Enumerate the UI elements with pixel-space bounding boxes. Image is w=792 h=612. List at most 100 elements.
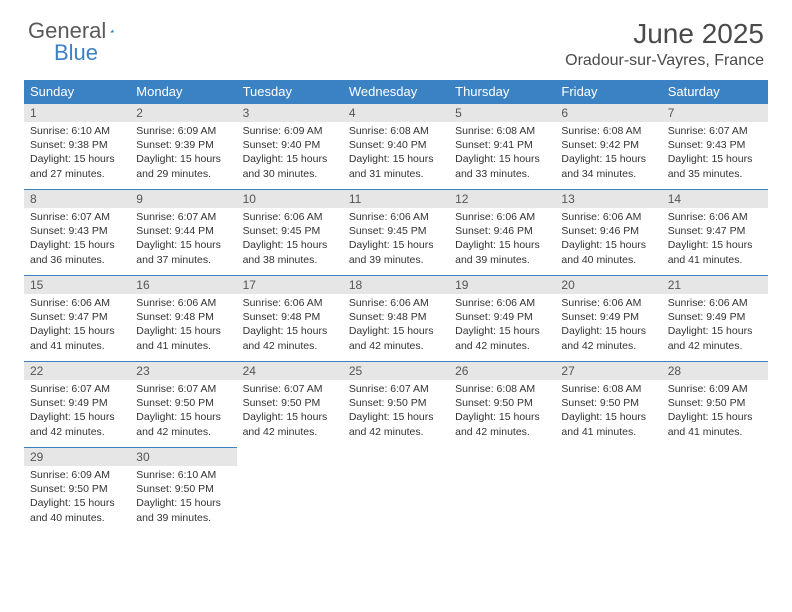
weekday-header: Friday	[555, 80, 661, 104]
daylight-line: Daylight: 15 hours and 42 minutes.	[243, 324, 337, 352]
day-number: 1	[24, 104, 130, 122]
day-body: Sunrise: 6:10 AMSunset: 9:38 PMDaylight:…	[24, 122, 130, 185]
day-body: Sunrise: 6:06 AMSunset: 9:46 PMDaylight:…	[555, 208, 661, 271]
daylight-line: Daylight: 15 hours and 40 minutes.	[30, 496, 124, 524]
calendar-day-cell: 16Sunrise: 6:06 AMSunset: 9:48 PMDayligh…	[130, 276, 236, 362]
day-body: Sunrise: 6:06 AMSunset: 9:45 PMDaylight:…	[343, 208, 449, 271]
day-number: 3	[237, 104, 343, 122]
sunrise-line: Sunrise: 6:06 AM	[455, 296, 549, 310]
sunset-line: Sunset: 9:39 PM	[136, 138, 230, 152]
sunrise-line: Sunrise: 6:10 AM	[136, 468, 230, 482]
calendar-day-cell: 5Sunrise: 6:08 AMSunset: 9:41 PMDaylight…	[449, 104, 555, 190]
day-body: Sunrise: 6:06 AMSunset: 9:47 PMDaylight:…	[24, 294, 130, 357]
calendar-day-cell: 8Sunrise: 6:07 AMSunset: 9:43 PMDaylight…	[24, 190, 130, 276]
weekday-header: Wednesday	[343, 80, 449, 104]
sunset-line: Sunset: 9:50 PM	[349, 396, 443, 410]
calendar-day-cell: 22Sunrise: 6:07 AMSunset: 9:49 PMDayligh…	[24, 362, 130, 448]
daylight-line: Daylight: 15 hours and 39 minutes.	[349, 238, 443, 266]
calendar-day-cell: 11Sunrise: 6:06 AMSunset: 9:45 PMDayligh…	[343, 190, 449, 276]
sunset-line: Sunset: 9:50 PM	[136, 482, 230, 496]
calendar-day-cell: 21Sunrise: 6:06 AMSunset: 9:49 PMDayligh…	[662, 276, 768, 362]
calendar-day-cell: 18Sunrise: 6:06 AMSunset: 9:48 PMDayligh…	[343, 276, 449, 362]
sunrise-line: Sunrise: 6:09 AM	[243, 124, 337, 138]
weekday-header-row: SundayMondayTuesdayWednesdayThursdayFrid…	[24, 80, 768, 104]
sunrise-line: Sunrise: 6:09 AM	[136, 124, 230, 138]
calendar-day-cell: 3Sunrise: 6:09 AMSunset: 9:40 PMDaylight…	[237, 104, 343, 190]
calendar-body: 1Sunrise: 6:10 AMSunset: 9:38 PMDaylight…	[24, 104, 768, 534]
sunrise-line: Sunrise: 6:06 AM	[561, 296, 655, 310]
calendar-table: SundayMondayTuesdayWednesdayThursdayFrid…	[24, 80, 768, 534]
sunset-line: Sunset: 9:50 PM	[668, 396, 762, 410]
sunset-line: Sunset: 9:40 PM	[349, 138, 443, 152]
daylight-line: Daylight: 15 hours and 42 minutes.	[455, 410, 549, 438]
sunrise-line: Sunrise: 6:07 AM	[136, 382, 230, 396]
day-body: Sunrise: 6:07 AMSunset: 9:43 PMDaylight:…	[662, 122, 768, 185]
daylight-line: Daylight: 15 hours and 41 minutes.	[561, 410, 655, 438]
day-body: Sunrise: 6:08 AMSunset: 9:40 PMDaylight:…	[343, 122, 449, 185]
calendar-day-cell: 27Sunrise: 6:08 AMSunset: 9:50 PMDayligh…	[555, 362, 661, 448]
sunrise-line: Sunrise: 6:06 AM	[30, 296, 124, 310]
daylight-line: Daylight: 15 hours and 42 minutes.	[30, 410, 124, 438]
day-body: Sunrise: 6:06 AMSunset: 9:49 PMDaylight:…	[662, 294, 768, 357]
calendar-day-cell: 2Sunrise: 6:09 AMSunset: 9:39 PMDaylight…	[130, 104, 236, 190]
logo-triangle-icon	[110, 22, 114, 40]
day-body: Sunrise: 6:06 AMSunset: 9:46 PMDaylight:…	[449, 208, 555, 271]
calendar-day-cell: 7Sunrise: 6:07 AMSunset: 9:43 PMDaylight…	[662, 104, 768, 190]
sunrise-line: Sunrise: 6:10 AM	[30, 124, 124, 138]
sunrise-line: Sunrise: 6:07 AM	[668, 124, 762, 138]
calendar-empty-cell	[237, 448, 343, 534]
sunrise-line: Sunrise: 6:09 AM	[668, 382, 762, 396]
day-body: Sunrise: 6:07 AMSunset: 9:50 PMDaylight:…	[237, 380, 343, 443]
sunset-line: Sunset: 9:50 PM	[243, 396, 337, 410]
calendar-day-cell: 23Sunrise: 6:07 AMSunset: 9:50 PMDayligh…	[130, 362, 236, 448]
calendar-empty-cell	[662, 448, 768, 534]
day-body: Sunrise: 6:06 AMSunset: 9:48 PMDaylight:…	[343, 294, 449, 357]
sunset-line: Sunset: 9:43 PM	[30, 224, 124, 238]
calendar-day-cell: 14Sunrise: 6:06 AMSunset: 9:47 PMDayligh…	[662, 190, 768, 276]
sunset-line: Sunset: 9:48 PM	[349, 310, 443, 324]
calendar-week-row: 15Sunrise: 6:06 AMSunset: 9:47 PMDayligh…	[24, 276, 768, 362]
sunset-line: Sunset: 9:42 PM	[561, 138, 655, 152]
sunset-line: Sunset: 9:41 PM	[455, 138, 549, 152]
day-number: 26	[449, 362, 555, 380]
day-body: Sunrise: 6:09 AMSunset: 9:40 PMDaylight:…	[237, 122, 343, 185]
calendar-day-cell: 26Sunrise: 6:08 AMSunset: 9:50 PMDayligh…	[449, 362, 555, 448]
day-number: 4	[343, 104, 449, 122]
day-number: 6	[555, 104, 661, 122]
calendar-day-cell: 9Sunrise: 6:07 AMSunset: 9:44 PMDaylight…	[130, 190, 236, 276]
calendar-day-cell: 6Sunrise: 6:08 AMSunset: 9:42 PMDaylight…	[555, 104, 661, 190]
sunset-line: Sunset: 9:49 PM	[561, 310, 655, 324]
header: General June 2025 Oradour-sur-Vayres, Fr…	[0, 0, 792, 74]
calendar-day-cell: 10Sunrise: 6:06 AMSunset: 9:45 PMDayligh…	[237, 190, 343, 276]
weekday-header: Thursday	[449, 80, 555, 104]
daylight-line: Daylight: 15 hours and 42 minutes.	[243, 410, 337, 438]
month-title: June 2025	[565, 18, 764, 50]
sunrise-line: Sunrise: 6:07 AM	[30, 382, 124, 396]
daylight-line: Daylight: 15 hours and 42 minutes.	[349, 410, 443, 438]
day-number: 18	[343, 276, 449, 294]
sunset-line: Sunset: 9:48 PM	[136, 310, 230, 324]
calendar-empty-cell	[555, 448, 661, 534]
day-number: 14	[662, 190, 768, 208]
daylight-line: Daylight: 15 hours and 42 minutes.	[136, 410, 230, 438]
daylight-line: Daylight: 15 hours and 27 minutes.	[30, 152, 124, 180]
daylight-line: Daylight: 15 hours and 39 minutes.	[455, 238, 549, 266]
daylight-line: Daylight: 15 hours and 41 minutes.	[668, 410, 762, 438]
day-body: Sunrise: 6:09 AMSunset: 9:39 PMDaylight:…	[130, 122, 236, 185]
day-number: 8	[24, 190, 130, 208]
calendar-day-cell: 29Sunrise: 6:09 AMSunset: 9:50 PMDayligh…	[24, 448, 130, 534]
daylight-line: Daylight: 15 hours and 40 minutes.	[561, 238, 655, 266]
day-number: 23	[130, 362, 236, 380]
daylight-line: Daylight: 15 hours and 31 minutes.	[349, 152, 443, 180]
day-number: 16	[130, 276, 236, 294]
daylight-line: Daylight: 15 hours and 33 minutes.	[455, 152, 549, 180]
weekday-header: Monday	[130, 80, 236, 104]
day-number: 13	[555, 190, 661, 208]
sunset-line: Sunset: 9:38 PM	[30, 138, 124, 152]
day-body: Sunrise: 6:08 AMSunset: 9:50 PMDaylight:…	[449, 380, 555, 443]
sunset-line: Sunset: 9:50 PM	[30, 482, 124, 496]
day-body: Sunrise: 6:06 AMSunset: 9:47 PMDaylight:…	[662, 208, 768, 271]
sunrise-line: Sunrise: 6:07 AM	[30, 210, 124, 224]
day-number: 24	[237, 362, 343, 380]
sunset-line: Sunset: 9:43 PM	[668, 138, 762, 152]
